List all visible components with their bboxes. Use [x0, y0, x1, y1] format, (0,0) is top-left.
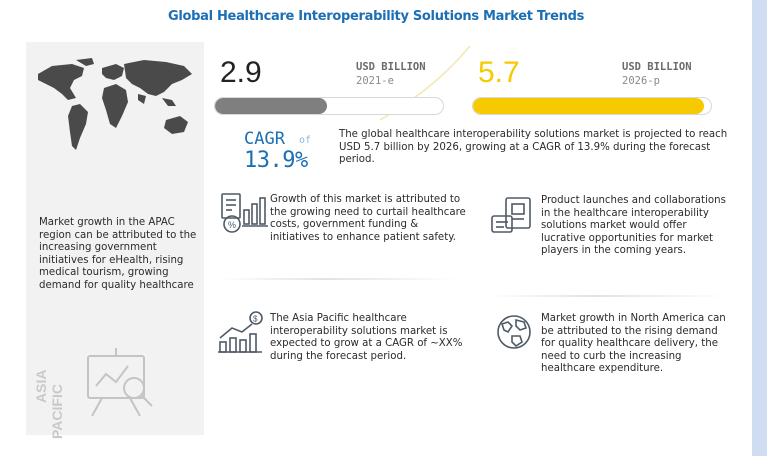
cagr-value: 13.9% [244, 148, 308, 173]
cagr-label: CAGR [244, 129, 285, 149]
asia-pacific-label: ASIA PACIFIC [33, 370, 65, 439]
page-title: Global Healthcare Interoperability Solut… [167, 9, 585, 24]
current-market-bar-fill [215, 98, 327, 114]
svg-text:$: $ [253, 315, 258, 324]
projected-market-value: 5.7 [478, 56, 520, 89]
projected-unit-label: USD BILLION [622, 61, 692, 73]
product-launch-icon [491, 197, 531, 233]
world-map-icon [38, 58, 192, 150]
main-panel: 2.9 USD BILLION 2021-e 5.7 USD BILLION 2… [210, 42, 738, 435]
apac-growth-text: Market growth in the APAC region can be … [39, 217, 197, 291]
asia-label-text: ASIA [33, 370, 49, 403]
market-summary-text: The global healthcare interoperability s… [339, 129, 728, 166]
current-market-value: 2.9 [220, 56, 262, 89]
insight-text-apac: The Asia Pacific healthcare interoperabi… [270, 313, 463, 362]
globe-icon [497, 315, 531, 349]
cagr-of-label: of [299, 135, 312, 146]
insight-text-north-america: Market growth in North America can be at… [541, 313, 726, 375]
healthcare-cost-icon: % [221, 193, 268, 233]
left-panel: Market growth in the APAC region can be … [26, 42, 204, 439]
insight-text-cost: Growth of this market is attributed to t… [270, 194, 466, 243]
projected-market-bar-fill [473, 98, 704, 114]
projected-market-bar [472, 97, 712, 115]
growth-chart-icon: $ [218, 311, 263, 353]
right-edge-strip [752, 0, 767, 456]
current-market-bar [214, 97, 444, 115]
analytics-board-icon [87, 348, 153, 417]
pacific-label-text: PACIFIC [49, 384, 65, 439]
current-year-label: 2021-e [356, 75, 394, 87]
current-unit-label: USD BILLION [356, 61, 426, 73]
insight-text-product-launches: Product launches and collaborations in t… [541, 195, 726, 257]
projected-year-label: 2026-p [622, 75, 660, 87]
svg-text:%: % [228, 220, 236, 230]
divider-insight-2 [488, 295, 728, 297]
divider-insight-1 [218, 278, 458, 280]
